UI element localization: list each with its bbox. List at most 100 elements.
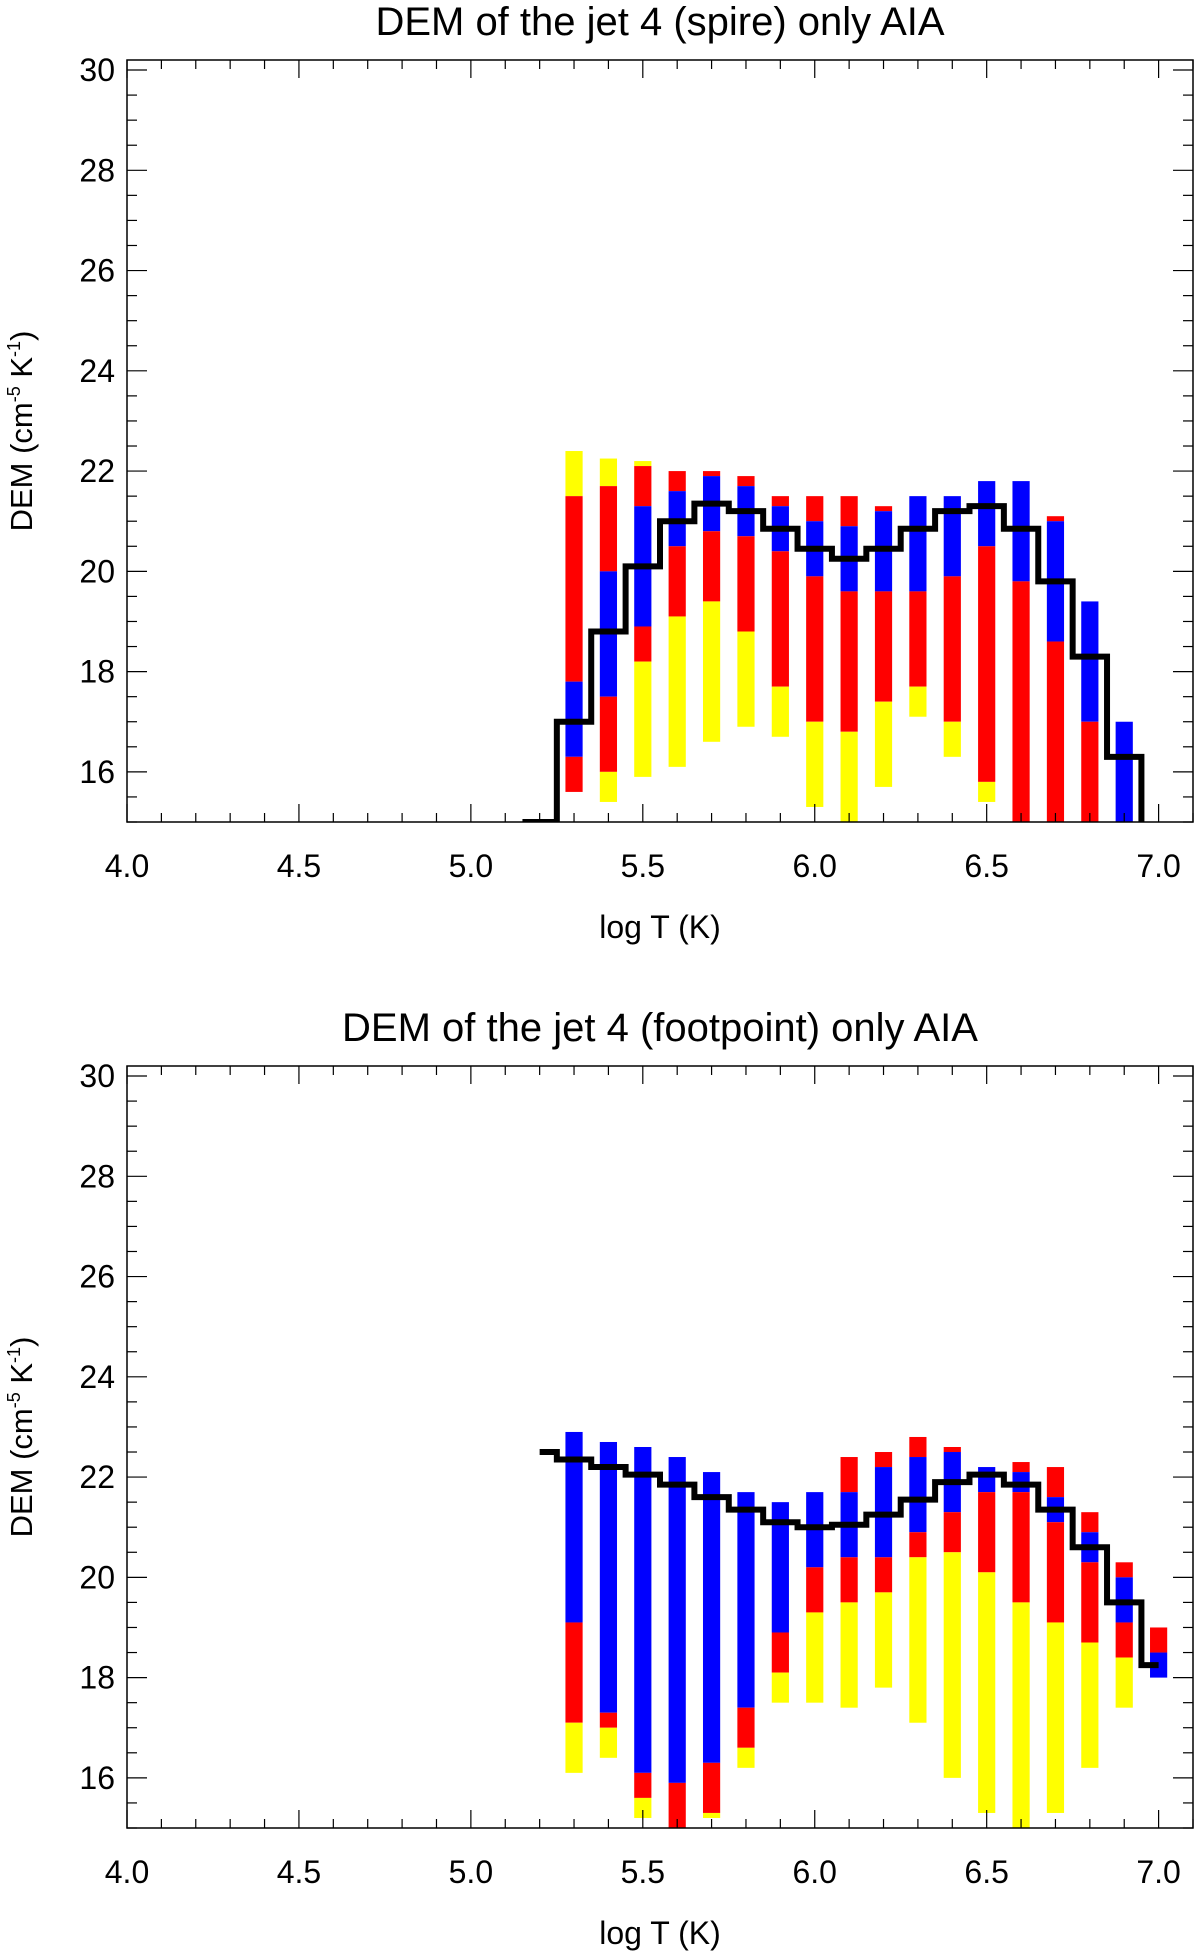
- y-axis-label: DEM (cm-5 K-1): [4, 331, 39, 532]
- bar-7.0-segment-red-0: [1150, 1627, 1168, 1653]
- bar-6.3-segment-yellow-3: [909, 1557, 927, 1723]
- y-tick-label: 18: [79, 654, 115, 690]
- bar-6.0-segment-yellow-2: [806, 1612, 824, 1703]
- y-tick-label: 26: [79, 1259, 115, 1295]
- bar-5.3-segment-blue-0: [565, 1431, 583, 1623]
- x-tick-label: 7.0: [1136, 1854, 1180, 1890]
- y-axis-label-part: ): [4, 331, 39, 341]
- bar-6.4-segment-yellow-3: [943, 1552, 961, 1778]
- bar-6.4-segment-yellow-2: [943, 721, 961, 757]
- bar-6.6-segment-red-0: [1012, 1462, 1030, 1473]
- bar-5.7-segment-yellow-3: [702, 601, 721, 742]
- y-tick-label: 16: [79, 754, 115, 790]
- dem-step-line: [539, 1449, 1159, 1669]
- bar-6.0-segment-red-0: [806, 496, 824, 522]
- bar-6.6-segment-red-2: [1012, 1492, 1030, 1603]
- y-tick-label: 24: [79, 1359, 115, 1395]
- plot-area: [539, 1431, 1168, 1828]
- y-tick-label: 28: [79, 1158, 115, 1194]
- bar-5.3-segment-red-1: [565, 1622, 583, 1723]
- bar-6.2-segment-yellow-3: [874, 701, 893, 787]
- y-tick-label: 22: [79, 453, 115, 489]
- x-tick-label: 6.0: [792, 1854, 836, 1890]
- bar-6.2-segment-red-2: [874, 1557, 893, 1593]
- bar-6.3-segment-yellow-2: [909, 686, 927, 717]
- bar-6.3-segment-red-1: [909, 591, 927, 687]
- bar-6.1-segment-yellow-3: [840, 1602, 858, 1708]
- bar-5.6-segment-red-2: [668, 546, 686, 617]
- y-tick-label: 28: [79, 152, 115, 188]
- y-axis-label-part: ): [4, 1337, 39, 1347]
- dem-step-line: [522, 500, 1145, 822]
- y-axis-label-superscript: -1: [4, 341, 24, 357]
- bar-5.4-segment-blue-0: [599, 1441, 618, 1713]
- bar-5.5-segment-red-1: [634, 1772, 652, 1798]
- bar-6.4-segment-red-2: [943, 1512, 961, 1553]
- y-tick-label: 22: [79, 1459, 115, 1495]
- bar-5.5-segment-yellow-4: [634, 661, 652, 777]
- bar-6.3-segment-blue-0: [909, 496, 927, 592]
- bar-6.8-segment-red-0: [1081, 1512, 1099, 1533]
- y-axis-label-superscript: -5: [4, 1392, 24, 1408]
- y-tick-label: 20: [79, 553, 115, 589]
- x-tick-label: 7.0: [1136, 848, 1180, 884]
- bar-6.5-segment-red-1: [978, 1492, 996, 1573]
- bar-5.8-segment-yellow-2: [737, 1747, 755, 1768]
- bar-6.6-segment-red-1: [1012, 581, 1030, 822]
- bar-5.9-segment-red-0: [771, 496, 789, 507]
- bar-6.3-segment-blue-1: [909, 1457, 927, 1533]
- bar-6.5-segment-red-1: [978, 546, 996, 782]
- bar-5.6-segment-red-0: [668, 471, 686, 492]
- x-tick-label: 4.5: [277, 848, 321, 884]
- bar-6.3-segment-red-0: [909, 1436, 927, 1458]
- y-tick-label: 24: [79, 353, 115, 389]
- y-tick-label: 30: [79, 1058, 115, 1094]
- bar-6.7-segment-red-2: [1046, 1522, 1065, 1623]
- bar-5.4-segment-red-1: [599, 486, 618, 572]
- bar-5.5-segment-yellow-0: [634, 461, 652, 467]
- x-tick-label: 6.0: [792, 848, 836, 884]
- bar-6.1-segment-red-2: [840, 1557, 858, 1603]
- y-axis-label: DEM (cm-5 K-1): [4, 1337, 39, 1538]
- bar-6.1-segment-red-0: [840, 496, 858, 527]
- x-tick-label: 5.0: [449, 848, 493, 884]
- bar-6.9-segment-red-0: [1115, 1562, 1133, 1578]
- x-tick-label: 5.5: [621, 848, 665, 884]
- y-tick-label: 20: [79, 1559, 115, 1595]
- y-tick-label: 30: [79, 52, 115, 88]
- y-axis-label-part: K: [4, 1363, 39, 1393]
- bar-5.3-segment-yellow-0: [565, 451, 583, 497]
- chart-1: 4.0 4.5 5.0 5.5 6.0 6.5 7.0 16 18 20 22 24 26 28 30 DEM…: [4, 0, 1194, 945]
- y-axis-label-superscript: -5: [4, 386, 24, 402]
- x-axis-label: log T (K): [599, 1915, 721, 1951]
- bar-6.2-segment-red-2: [874, 591, 893, 702]
- bar-5.9-segment-red-2: [771, 551, 789, 687]
- bar-5.4-segment-yellow-0: [599, 458, 618, 487]
- bar-6.2-segment-yellow-3: [874, 1592, 893, 1688]
- bar-5.3-segment-yellow-2: [565, 1722, 583, 1773]
- bar-6.8-segment-red-1: [1081, 721, 1099, 822]
- bar-6.8-segment-yellow-3: [1081, 1642, 1099, 1768]
- bar-6.2-segment-red-0: [874, 1452, 893, 1468]
- bar-5.8-segment-red-1: [737, 1707, 755, 1748]
- bar-6.1-segment-red-2: [840, 591, 858, 732]
- x-tick-label: 6.5: [964, 1854, 1008, 1890]
- plot-frame: [126, 59, 1194, 823]
- bar-5.9-segment-yellow-3: [771, 686, 789, 737]
- bar-5.7-segment-red-0: [702, 471, 721, 477]
- bar-5.5-segment-blue-0: [634, 1447, 652, 1773]
- bar-5.6-segment-blue-0: [668, 1457, 686, 1783]
- bar-5.8-segment-blue-0: [737, 1492, 755, 1708]
- bar-6.2-segment-red-0: [874, 506, 893, 512]
- bar-5.7-segment-blue-0: [702, 1472, 721, 1763]
- bar-6.4-segment-blue-0: [943, 496, 961, 577]
- chart-2: 4.0 4.5 5.0 5.5 6.0 6.5 7.0 16 18 20 22 24 26 28 30 DEM…: [4, 1006, 1194, 1951]
- y-axis-label-part: DEM (cm: [4, 402, 39, 531]
- bar-6.9-segment-blue-0: [1115, 721, 1133, 822]
- chart-title: DEM of the jet 4 (footpoint) only AIA: [342, 1006, 978, 1050]
- y-tick-label: 16: [79, 1760, 115, 1796]
- chart-title: DEM of the jet 4 (spire) only AIA: [375, 0, 944, 44]
- bar-6.0-segment-red-1: [806, 1567, 824, 1613]
- bar-5.7-segment-red-2: [702, 531, 721, 602]
- bar-6.7-segment-yellow-3: [1046, 1622, 1065, 1813]
